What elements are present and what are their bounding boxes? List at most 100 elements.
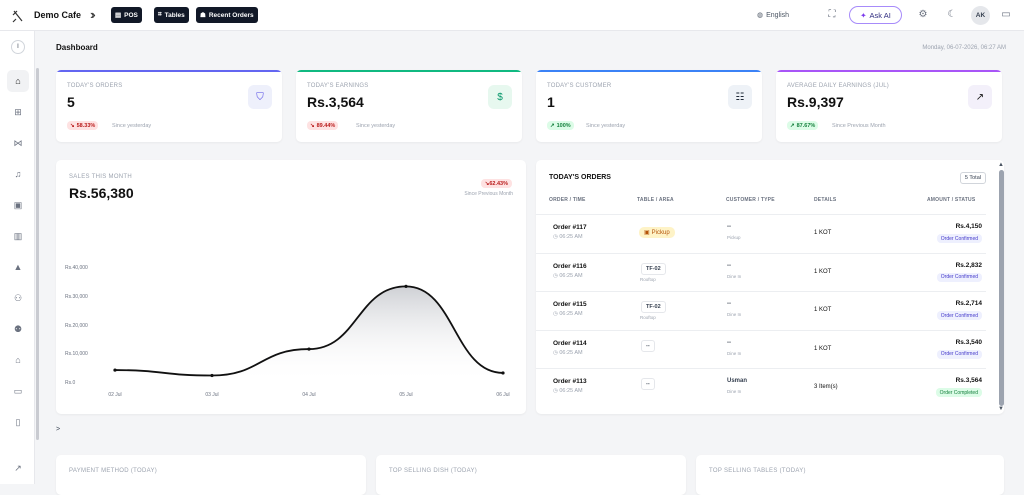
clock-icon: ◷ xyxy=(553,388,560,394)
sidebar: I ⌂ ⊞ ⋈ ♫ ▣ ▥ ▲ ⚇ ⚉ ⌂ ▭ ▯ ↗ xyxy=(0,31,35,484)
area-text: Rooftop xyxy=(640,276,656,282)
ask-ai-button[interactable]: ✦ Ask AI xyxy=(849,6,902,24)
order-time: ◷ 06:25 AM xyxy=(553,388,583,394)
wallet-icon[interactable]: ▭ xyxy=(13,386,23,396)
avatar[interactable]: AK xyxy=(971,6,990,25)
header-table-area: TABLE / AREA xyxy=(637,197,674,203)
order-number: Order #115 xyxy=(553,301,587,308)
recent-orders-button[interactable]: ☗ Recent Orders xyxy=(196,7,258,23)
home-icon[interactable]: ⌂ xyxy=(15,76,21,86)
customer-name: Usman xyxy=(727,378,748,384)
stat-change-badge: ↘ 89.44% xyxy=(307,121,339,130)
pickup-icon: ▣ xyxy=(644,230,650,236)
order-details: 3 Item(s) xyxy=(814,384,838,390)
table-row[interactable]: Order #113 ◷ 06:25 AM -- Usman Dine In 3… xyxy=(536,368,986,406)
table-row[interactable]: Order #116 ◷ 06:25 AM TF-02 Rooftop -- Di… xyxy=(536,252,986,291)
table-badge: TF-02 xyxy=(641,262,666,275)
data-point[interactable] xyxy=(404,284,408,288)
expand-arrow[interactable]: > xyxy=(56,426,61,433)
top-tables-label: TOP SELLING TABLES (TODAY) xyxy=(709,468,806,474)
calendar-icon[interactable]: ▣ xyxy=(13,200,23,210)
order-type: Dine In xyxy=(727,350,742,356)
orders-total-badge: 5 Total xyxy=(959,172,986,184)
top-dish-label: TOP SELLING DISH (TODAY) xyxy=(389,468,478,474)
stat-label: AVERAGE DAILY EARNINGS (JUL) xyxy=(787,83,889,89)
payment-method-panel xyxy=(56,455,366,495)
delivery-icon[interactable]: ⌂ xyxy=(15,355,21,365)
x-tick-label: 06 Jul xyxy=(496,392,510,398)
data-point[interactable] xyxy=(210,373,214,378)
data-point[interactable] xyxy=(307,347,311,351)
tables-button[interactable]: ⌗ Tables xyxy=(154,7,189,23)
order-time: ◷ 06:25 AM xyxy=(553,311,583,317)
stat-change-badge: ↘ 58.33% xyxy=(67,121,99,130)
table-row[interactable]: Order #117 ◷ 06:25 AM ▣ Pickup -- Pickup … xyxy=(536,214,986,252)
table-badge: -- xyxy=(641,339,655,352)
order-details: 1 KOT xyxy=(814,345,832,352)
kitchen-icon[interactable]: ⋈ xyxy=(13,138,23,148)
settings-icon[interactable]: ⚙ xyxy=(918,9,928,20)
document-icon[interactable]: ▥ xyxy=(13,231,23,241)
users-icon[interactable]: ⚇ xyxy=(13,293,23,303)
stat-since: Since yesterday xyxy=(586,123,626,129)
order-type: Pickup xyxy=(727,235,741,240)
customer-name: -- xyxy=(727,301,731,307)
monitor-icon[interactable]: ▭ xyxy=(1001,9,1011,20)
dollar-icon: $ xyxy=(488,85,512,109)
orders-scrollbar[interactable] xyxy=(999,170,1004,406)
order-type: Dine In xyxy=(727,312,742,317)
external-link-icon[interactable]: ↗ xyxy=(14,463,22,473)
order-amount: Rs.2,832 xyxy=(955,261,982,269)
dark-mode-icon[interactable]: ☾ xyxy=(947,9,957,20)
pos-icon: ▤ xyxy=(115,12,122,19)
stat-card: TODAY'S ORDERS 5 ↘ 58.33% Since yesterday… xyxy=(56,70,282,142)
stat-value: 5 xyxy=(67,94,75,110)
profile-circle[interactable]: I xyxy=(11,40,25,54)
order-number: Order #114 xyxy=(553,339,587,347)
table-row[interactable]: Order #115 ◷ 06:25 AM TF-02 Rooftop -- Di… xyxy=(536,291,986,329)
status-badge: Order Confirmed xyxy=(936,311,982,320)
status-badge: Order Completed xyxy=(935,388,982,397)
header-order-time: ORDER / TIME xyxy=(549,197,586,203)
staff-icon[interactable]: ⚉ xyxy=(13,324,23,334)
accent-bar xyxy=(56,70,282,72)
menu-icon[interactable]: ⊞ xyxy=(14,107,22,117)
trend-down-icon: ↘ xyxy=(484,180,490,187)
order-amount: Rs.3,564 xyxy=(955,377,982,384)
stat-since: Since yesterday xyxy=(356,123,396,129)
sidebar-scrollbar[interactable] xyxy=(36,68,39,440)
bell-icon[interactable]: ♫ xyxy=(14,169,22,179)
pos-button[interactable]: ▤ POS xyxy=(111,7,142,23)
language-selector[interactable]: ◍ English xyxy=(757,11,790,20)
stat-value: Rs.3,564 xyxy=(307,94,364,110)
x-tick-label: 04 Jul xyxy=(302,392,316,398)
scroll-up-icon[interactable]: ▲ xyxy=(998,162,1004,168)
top-tables-panel xyxy=(696,455,1004,495)
trend-down-icon: ↘ xyxy=(70,122,75,129)
data-point[interactable] xyxy=(501,371,505,375)
logo-icon xyxy=(12,10,23,23)
scroll-down-icon[interactable]: ▼ xyxy=(998,406,1004,412)
trend-up-icon: ↗ xyxy=(790,122,795,129)
order-time: ◷ 06:25 AM xyxy=(553,349,583,356)
sparkle-icon: ✦ xyxy=(860,10,867,20)
fullscreen-icon[interactable]: ⛶ xyxy=(828,9,836,20)
order-details: 1 KOT xyxy=(814,230,832,236)
table-badge: -- xyxy=(641,378,655,390)
bag-icon[interactable]: ▯ xyxy=(15,417,21,427)
dish-icon[interactable]: ▲ xyxy=(13,262,23,272)
sales-change-badge: ↘ 62.43% xyxy=(480,179,512,188)
pickup-badge: ▣ Pickup xyxy=(639,227,675,238)
page-title: Dashboard xyxy=(56,43,98,52)
data-point[interactable] xyxy=(113,368,117,372)
order-time: ◷ 06:25 AM xyxy=(553,272,583,279)
status-badge: Order Confirmed xyxy=(936,272,982,282)
top-dish-panel xyxy=(376,455,686,495)
bag-icon: ⛉ xyxy=(248,85,272,109)
order-number: Order #116 xyxy=(553,262,587,270)
double-chevron-icon[interactable]: ›› xyxy=(90,7,95,22)
accent-bar xyxy=(296,70,522,72)
table-row[interactable]: Order #114 ◷ 06:25 AM -- -- Dine In 1 KO… xyxy=(536,329,986,368)
sales-value: Rs.56,380 xyxy=(69,185,134,201)
sales-area xyxy=(115,286,503,383)
